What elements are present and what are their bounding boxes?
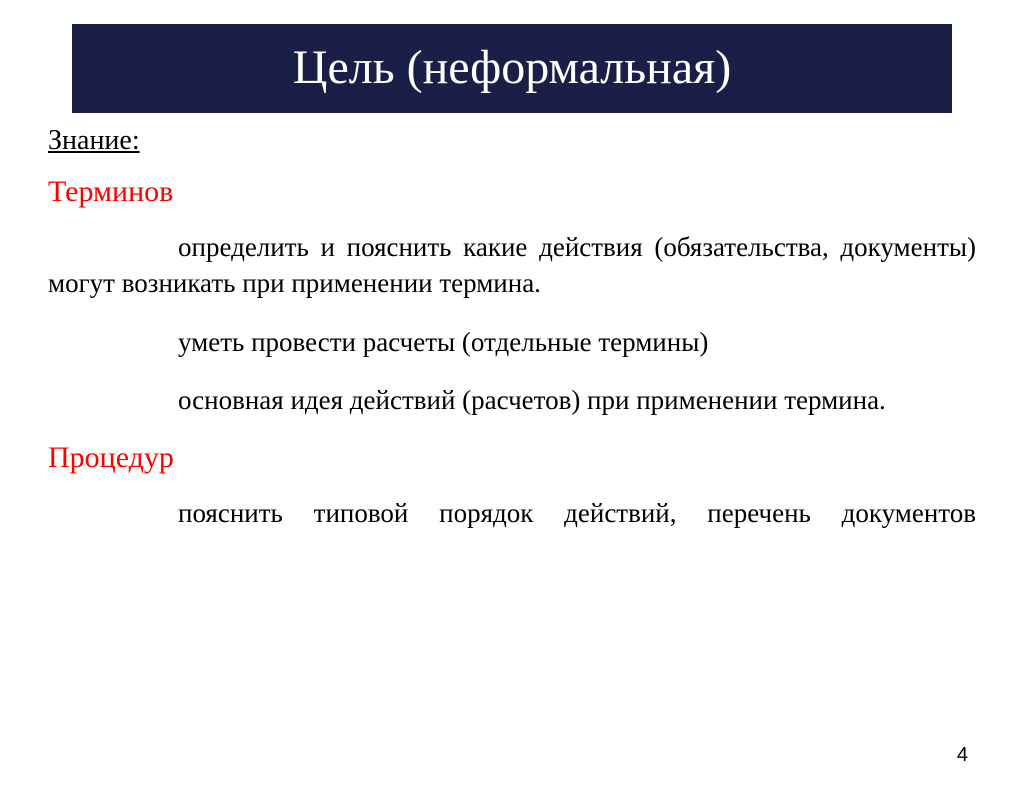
paragraph-terms-1: определить и пояснить какие действия (об… — [48, 229, 976, 302]
slide-title: Цель (неформальная) — [72, 24, 952, 113]
paragraph-terms-3: основная идея действий (расчетов) при пр… — [48, 382, 976, 418]
subheading-terms: Терминов — [48, 175, 976, 209]
paragraph-procedures-1: пояснить типовой порядок действий, переч… — [48, 495, 976, 531]
paragraph-terms-2: уметь провести расчеты (отдельные термин… — [48, 324, 976, 360]
heading-knowledge: Знание: — [48, 125, 976, 157]
slide-content: Знание: Терминов определить и пояснить к… — [0, 125, 1024, 531]
subheading-procedures: Процедур — [48, 441, 976, 475]
page-number: 4 — [957, 744, 968, 767]
